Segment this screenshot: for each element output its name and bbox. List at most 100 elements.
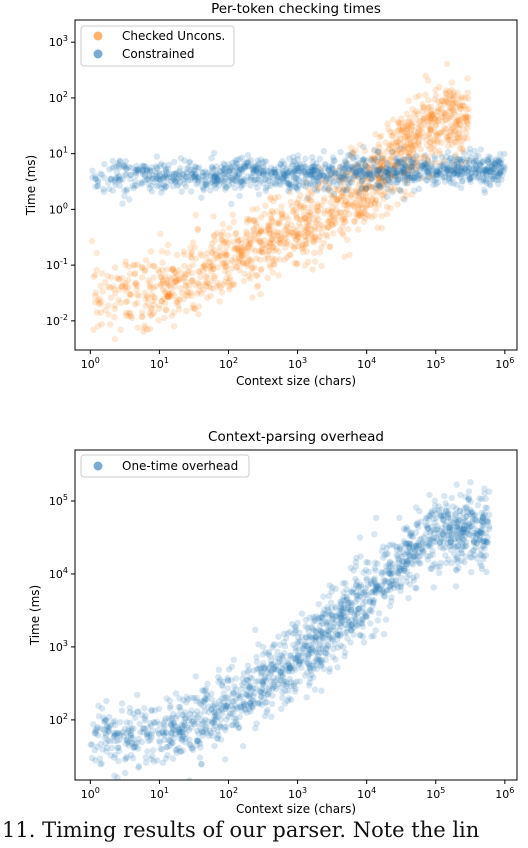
data-point (194, 226, 201, 234)
data-point (348, 170, 355, 177)
data-point (360, 194, 367, 201)
data-point (222, 268, 229, 275)
data-point (247, 674, 254, 681)
data-point (268, 236, 275, 244)
data-point (315, 221, 322, 228)
data-point (431, 153, 438, 160)
data-point (218, 237, 226, 245)
data-point (484, 158, 492, 165)
data-point (429, 160, 436, 167)
data-point (452, 118, 460, 126)
data-point (441, 492, 448, 500)
data-point (312, 233, 319, 240)
data-point (267, 164, 275, 171)
data-point (495, 163, 502, 170)
data-point (330, 645, 337, 653)
data-point (335, 186, 342, 193)
data-point (452, 166, 460, 173)
data-point (270, 261, 277, 268)
data-point (413, 132, 420, 140)
data-point (312, 258, 319, 265)
data-point (432, 86, 439, 93)
data-point (346, 151, 353, 159)
data-point (374, 189, 381, 196)
data-point (324, 174, 331, 182)
data-point (367, 201, 375, 208)
data-point (358, 184, 366, 191)
data-point (252, 180, 259, 187)
data-point (195, 175, 202, 182)
data-point (294, 230, 301, 237)
data-point (390, 165, 398, 172)
data-point (422, 164, 429, 172)
data-point (168, 289, 176, 297)
data-point (390, 129, 397, 136)
data-point (194, 165, 201, 172)
data-point (462, 130, 470, 137)
data-point (164, 249, 171, 256)
data-point (345, 168, 352, 176)
data-point (301, 233, 309, 240)
data-point (497, 164, 505, 171)
data-point (136, 720, 143, 727)
data-point (232, 230, 239, 237)
data-point (313, 655, 320, 663)
data-point (211, 709, 218, 717)
data-point (207, 292, 214, 299)
data-point (207, 264, 214, 271)
data-point (193, 737, 201, 744)
data-point (444, 148, 452, 156)
data-point (454, 89, 461, 97)
data-point (146, 282, 153, 290)
data-point (356, 534, 364, 541)
data-point (407, 141, 414, 148)
data-point (191, 173, 199, 181)
data-point (440, 545, 447, 552)
data-point (358, 178, 365, 185)
data-point (192, 673, 199, 680)
data-point (411, 174, 418, 181)
data-point (408, 163, 415, 170)
data-point (451, 109, 458, 116)
data-point (444, 98, 451, 106)
data-point (305, 212, 312, 219)
data-point (314, 187, 321, 194)
data-point (463, 106, 470, 113)
data-point (162, 289, 169, 297)
data-point (403, 110, 411, 118)
data-point (301, 227, 309, 235)
data-point (246, 702, 253, 709)
data-point (256, 169, 263, 177)
data-point (145, 724, 152, 731)
data-point (352, 164, 359, 171)
data-point (167, 284, 175, 291)
data-point (321, 210, 328, 217)
data-point (449, 171, 457, 178)
data-point (305, 258, 312, 265)
data-point (164, 752, 171, 759)
data-point (130, 185, 137, 192)
data-point (285, 228, 292, 236)
data-point (290, 245, 298, 252)
data-point (309, 154, 316, 161)
data-point (141, 173, 148, 180)
data-point (141, 171, 148, 178)
data-point (433, 166, 441, 173)
data-point (302, 227, 310, 234)
data-point (336, 209, 344, 216)
data-point (382, 168, 389, 176)
data-point (306, 209, 314, 216)
data-point (371, 200, 379, 207)
data-point (396, 145, 403, 153)
data-point (192, 211, 199, 219)
data-point (264, 251, 271, 258)
data-point (202, 723, 209, 730)
data-point (375, 166, 382, 174)
data-point (408, 167, 416, 174)
data-point (238, 154, 246, 161)
data-point (191, 305, 199, 313)
data-point (189, 239, 197, 246)
data-point (246, 237, 254, 245)
data-point (195, 311, 202, 318)
data-point (106, 166, 113, 173)
